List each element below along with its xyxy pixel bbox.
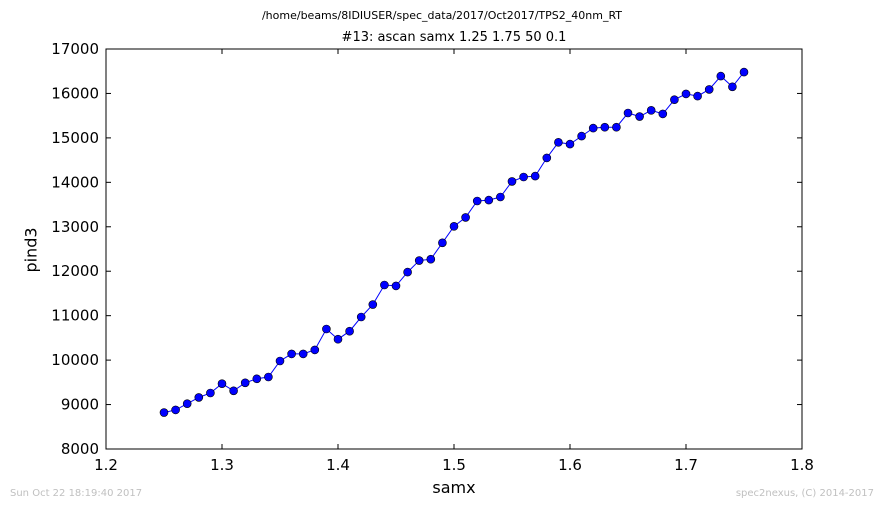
y-tick-label: 16000 xyxy=(51,84,99,102)
data-point xyxy=(635,112,644,121)
data-point xyxy=(182,399,192,408)
data-point xyxy=(298,349,308,359)
data-point xyxy=(414,256,424,265)
data-point xyxy=(693,91,702,101)
data-point xyxy=(345,326,354,336)
y-tick-label: 12000 xyxy=(51,262,99,280)
data-point xyxy=(391,281,401,291)
data-point xyxy=(240,378,250,388)
data-point xyxy=(333,334,343,344)
data-point xyxy=(739,67,749,77)
data-point xyxy=(716,71,726,81)
footer-timestamp: Sun Oct 22 18:19:40 2017 xyxy=(10,488,143,499)
x-tick-label: 1.4 xyxy=(326,456,350,474)
data-point xyxy=(577,131,586,141)
data-point xyxy=(206,388,215,398)
x-tick-label: 1.5 xyxy=(442,456,466,474)
data-point xyxy=(658,109,668,119)
data-point xyxy=(542,153,552,163)
y-axis-label: pind3 xyxy=(21,227,41,273)
footer-credit: spec2nexus, (C) 2014-2017 xyxy=(735,488,874,499)
data-point xyxy=(728,82,737,92)
x-tick-label: 1.3 xyxy=(210,456,234,474)
y-tick-label: 15000 xyxy=(51,129,99,147)
suptitle: /home/beams/8IDIUSER/spec_data/2017/Oct2… xyxy=(261,9,623,22)
data-point xyxy=(368,300,378,309)
data-point xyxy=(600,122,610,132)
data-point xyxy=(623,108,633,118)
y-tick-label: 13000 xyxy=(51,218,99,236)
data-point xyxy=(496,192,505,202)
data-point xyxy=(438,238,447,248)
data-point xyxy=(171,405,180,415)
data-point xyxy=(322,324,331,334)
y-tick-label: 11000 xyxy=(51,307,99,325)
data-point xyxy=(554,138,563,147)
y-tick-label: 9000 xyxy=(61,396,99,414)
x-tick-label: 1.2 xyxy=(94,456,118,474)
data-point xyxy=(229,386,238,396)
y-tick-label: 17000 xyxy=(51,40,99,58)
y-tick-label: 10000 xyxy=(51,351,99,369)
data-point xyxy=(356,312,366,322)
data-point xyxy=(403,267,412,277)
data-point xyxy=(530,171,540,181)
data-point xyxy=(565,139,575,149)
data-point xyxy=(670,95,679,104)
x-axis-label: samx xyxy=(432,478,476,497)
data-point xyxy=(426,254,436,264)
data-point xyxy=(159,408,169,417)
data-point xyxy=(380,280,389,290)
data-point xyxy=(588,123,598,133)
x-tick-label: 1.7 xyxy=(674,456,698,474)
data-point xyxy=(704,85,714,94)
y-tick-label: 14000 xyxy=(51,173,99,191)
chart-title: #13: ascan samx 1.25 1.75 50 0.1 xyxy=(341,30,567,45)
x-tick-label: 1.6 xyxy=(558,456,582,474)
y-tick-label: 8000 xyxy=(61,440,99,458)
data-point xyxy=(217,379,227,388)
data-point xyxy=(275,356,285,366)
data-point xyxy=(472,196,482,206)
data-point xyxy=(519,172,528,182)
data-point xyxy=(264,372,273,382)
data-point xyxy=(646,106,656,115)
data-point xyxy=(310,345,320,355)
data-point xyxy=(507,177,517,186)
data-point xyxy=(449,222,459,231)
data-point xyxy=(461,213,470,222)
data-point xyxy=(681,89,691,99)
x-tick-label: 1.8 xyxy=(790,456,814,474)
data-point xyxy=(287,349,296,359)
data-point xyxy=(252,374,262,384)
data-point xyxy=(612,122,621,132)
data-point xyxy=(194,393,204,402)
data-point xyxy=(484,195,494,205)
